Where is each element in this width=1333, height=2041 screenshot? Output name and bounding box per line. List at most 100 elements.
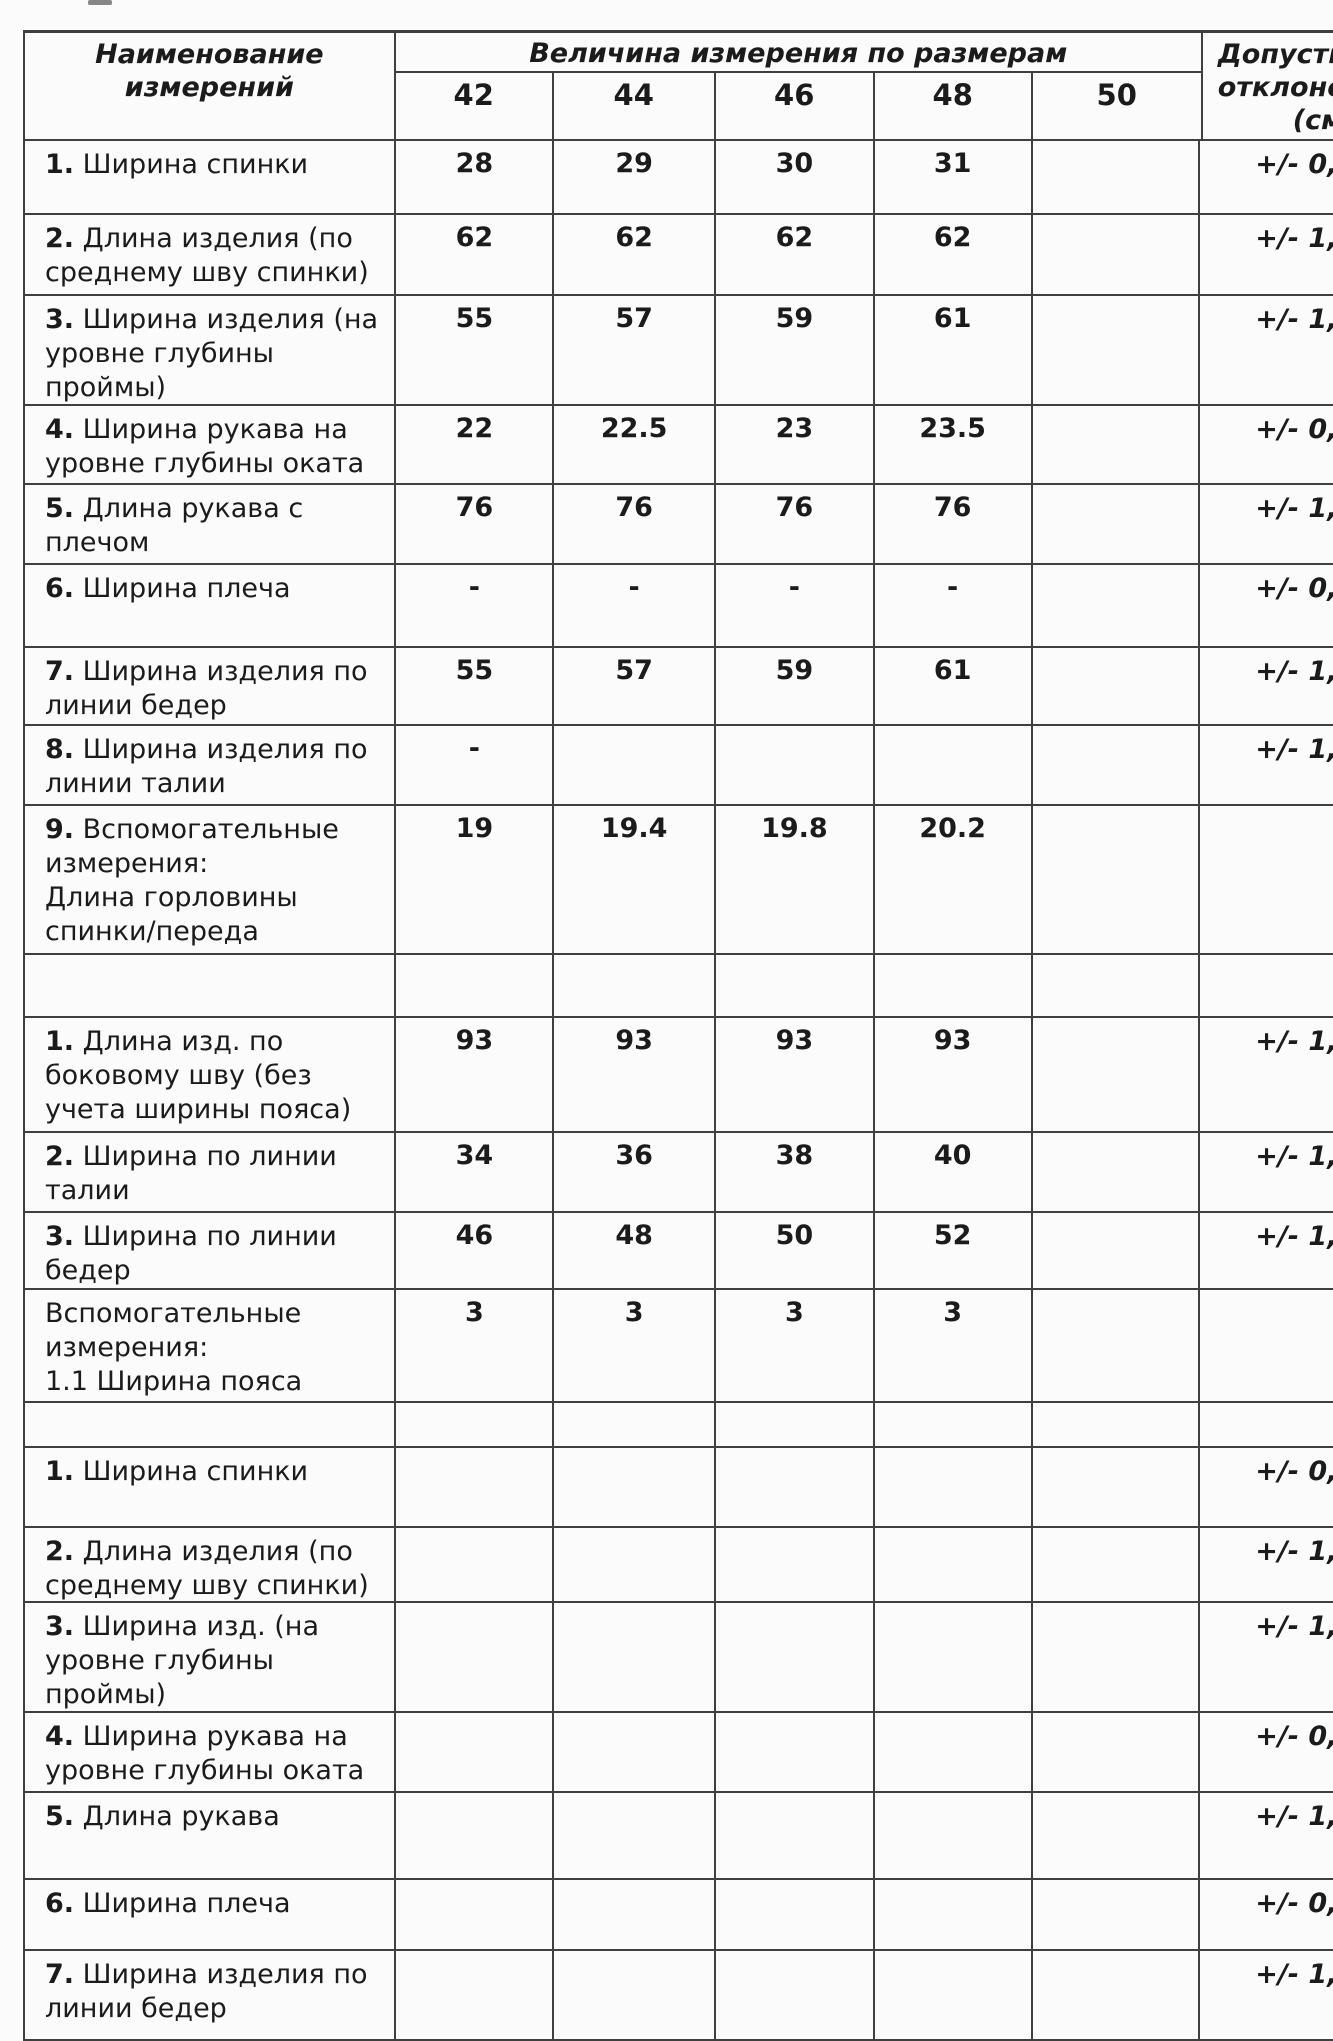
- size-42-value-cell: [396, 1713, 555, 1791]
- label-cell: 5. Длина рукава с плечом: [25, 485, 397, 563]
- size-48-value-cell: [875, 1603, 1033, 1711]
- label-cell: 7. Ширина изделия по линии бедер: [25, 648, 397, 724]
- size-44-value-cell: -: [554, 565, 716, 646]
- size-50-value-cell: [1033, 648, 1201, 724]
- size-50-value-cell: [1033, 296, 1201, 404]
- label-cell: 1. Ширина спинки: [25, 1448, 397, 1526]
- size-42-value-cell: 3: [396, 1290, 555, 1401]
- label-cell: 7. Ширина изделия по линии бедер: [25, 1951, 397, 2039]
- size-50-value-cell: [1033, 1713, 1201, 1791]
- size-44-value-cell: 48: [554, 1213, 716, 1288]
- size-42-value-cell: 93: [396, 1018, 555, 1131]
- size-44-value-cell: 36: [554, 1133, 716, 1211]
- row-label: Ширина плеча: [82, 1888, 291, 1919]
- tolerance-cell: [1200, 1403, 1333, 1446]
- tolerance-cell: +/- 0,: [1255, 149, 1333, 180]
- size-42-value-cell: 55: [396, 296, 555, 404]
- size-48-value-cell: 61: [875, 296, 1033, 404]
- size-50-value-cell: [1033, 806, 1201, 953]
- size-48-value-cell: 61: [875, 648, 1033, 724]
- table-row: 2. Длина изделия (по среднему шву спинки…: [25, 1528, 1333, 1603]
- size-46-value-cell: 30: [716, 141, 875, 213]
- size-50-value-cell: [1033, 1793, 1201, 1878]
- row-number: 2.: [45, 1536, 75, 1567]
- size-46-value-cell: [716, 1448, 875, 1526]
- size-50-value-cell: [1033, 726, 1201, 804]
- size-50-value-cell: [1033, 1528, 1201, 1601]
- size-48-value-cell: [875, 726, 1033, 804]
- row-number: 6.: [45, 1888, 75, 1919]
- label-cell: 6. Ширина плеча: [25, 565, 397, 646]
- size-48-value-cell: [875, 1528, 1033, 1601]
- size-46-value-cell: 59: [716, 296, 875, 404]
- label-cell: 3. Ширина по линии бедер: [25, 1213, 397, 1288]
- label-cell: 3. Ширина изд. (на уровне глубины проймы…: [25, 1603, 397, 1711]
- size-42-value-cell: 62: [396, 215, 555, 294]
- size-46-value-cell: 62: [716, 215, 875, 294]
- size-50-value-cell: [1033, 1448, 1201, 1526]
- size-44-value-cell: [554, 1880, 716, 1949]
- tolerance-cell: +/- 1,: [1255, 1536, 1333, 1567]
- size-44-value-cell: 22.5: [554, 406, 716, 483]
- tolerance-cell: +/- 0,: [1255, 414, 1333, 445]
- label-cell: 9. Вспомогательные измерения: Длина горл…: [25, 806, 397, 953]
- label-cell: Вспомогательные измерения: 1.1 Ширина по…: [25, 1290, 397, 1401]
- size-46-value-cell: -: [716, 565, 875, 646]
- label-cell: 2. Длина изделия (по среднему шву спинки…: [25, 215, 397, 294]
- row-label: Длина рукава: [82, 1801, 280, 1832]
- size-50-value-cell: [1033, 406, 1201, 483]
- size-44-value-cell: [554, 955, 716, 1016]
- header-tolerance-line1: Допусти: [1217, 39, 1333, 70]
- size-50-value-cell: [1033, 1133, 1201, 1211]
- spacer-row: [25, 1403, 1333, 1448]
- row-label: Вспомогательные измерения: 1.1 Ширина по…: [45, 1298, 303, 1397]
- row-number: 2.: [45, 223, 75, 254]
- row-number: 8.: [45, 734, 75, 765]
- tolerance-cell: +/- 1,: [1255, 223, 1333, 254]
- scanned-document-page: { "table": { "header": { "name_col": "На…: [23, 0, 1333, 2041]
- size-42-value-cell: -: [396, 565, 555, 646]
- row-label: Длина рукава с плечом: [45, 493, 304, 558]
- table-row: 8. Ширина изделия по линии талии - +/- 1…: [25, 726, 1333, 806]
- header-tolerance: Допусти отклоне (см: [1200, 33, 1333, 139]
- size-44-value-cell: [554, 1528, 716, 1601]
- table-header-row: Наименование измерений Величина измерени…: [25, 33, 1333, 141]
- size-42-value-cell: -: [396, 726, 555, 804]
- size-50-value-cell: [1033, 955, 1201, 1016]
- row-label: Ширина рукава на уровне глубины оката: [45, 414, 365, 479]
- table-row: 6. Ширина плеча - - - - +/- 0,: [25, 565, 1333, 648]
- size-48-value-cell: 52: [875, 1213, 1033, 1288]
- size-42-value-cell: 76: [396, 485, 555, 563]
- label-cell: 1. Длина изд. по боковому шву (без учета…: [25, 1018, 397, 1131]
- size-42-value-cell: [396, 1951, 555, 2039]
- table-row: 3. Ширина изделия (на уровне глубины про…: [25, 296, 1333, 406]
- table-row: 7. Ширина изделия по линии бедер +/- 1,: [25, 1951, 1333, 2041]
- size-48-value-cell: [875, 1403, 1033, 1446]
- tolerance-cell: +/- 1,: [1255, 493, 1333, 524]
- tolerance-cell: +/- 1,: [1255, 734, 1333, 765]
- header-size-48: 48: [875, 73, 1033, 139]
- size-48-value-cell: 62: [875, 215, 1033, 294]
- row-label: Длина изделия (по среднему шву спинки): [45, 1536, 369, 1601]
- size-42-value-cell: [396, 1880, 555, 1949]
- size-44-value-cell: 29: [554, 141, 716, 213]
- size-44-value-cell: 57: [554, 296, 716, 404]
- size-50-value-cell: [1033, 1290, 1201, 1401]
- label-cell: 6. Ширина плеча: [25, 1880, 397, 1949]
- size-50-value-cell: [1033, 1213, 1201, 1288]
- size-44-value-cell: [554, 1713, 716, 1791]
- table-row: 1. Ширина спинки 28 29 30 31 +/- 0,: [25, 141, 1333, 215]
- row-label: Ширина по линии бедер: [45, 1221, 337, 1286]
- size-46-value-cell: 50: [716, 1213, 875, 1288]
- size-42-value-cell: 46: [396, 1213, 555, 1288]
- size-50-value-cell: [1033, 215, 1201, 294]
- size-48-value-cell: [875, 955, 1033, 1016]
- table-row: 5. Длина рукава с плечом 76 76 76 76 +/-…: [25, 485, 1333, 565]
- table-row: 2. Длина изделия (по среднему шву спинки…: [25, 215, 1333, 296]
- size-46-value-cell: [716, 1951, 875, 2039]
- size-44-value-cell: 3: [554, 1290, 716, 1401]
- size-46-value-cell: 93: [716, 1018, 875, 1131]
- row-number: 5.: [45, 1801, 75, 1832]
- table-body: 1. Ширина спинки 28 29 30 31 +/- 0, 2. Д…: [25, 141, 1333, 2041]
- size-48-value-cell: 40: [875, 1133, 1033, 1211]
